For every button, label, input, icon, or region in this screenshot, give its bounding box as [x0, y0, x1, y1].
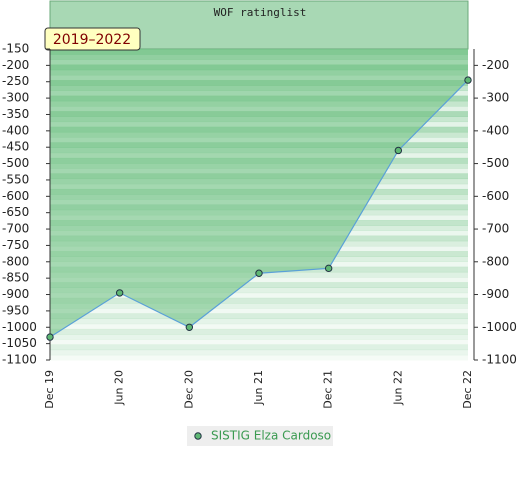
y-tick-label: -650: [2, 205, 29, 219]
y-tick-label: -250: [2, 74, 29, 88]
y-tick-label: -600: [2, 189, 29, 203]
band: [50, 328, 468, 335]
band: [50, 339, 468, 345]
y-tick-label: -400: [2, 123, 29, 137]
y-tick-label: -450: [2, 140, 29, 154]
y2-tick-label: -300: [482, 91, 509, 105]
y2-tick-label: -200: [482, 58, 509, 72]
y2-tick-label: -800: [482, 254, 509, 268]
x-tick-label: Jun 20: [113, 370, 126, 406]
chart-title: WOF ratinglist: [214, 6, 307, 19]
y2-tick-label: -600: [482, 189, 509, 203]
y2-tick-label: -400: [482, 123, 509, 137]
data-point: [394, 146, 403, 155]
y-tick-label: -500: [2, 156, 29, 170]
data-point: [115, 289, 124, 297]
band: [50, 313, 468, 320]
y-tick-label: -1050: [2, 336, 37, 350]
band: [50, 323, 468, 330]
y2-tick-label: -1000: [482, 320, 517, 334]
data-point: [324, 264, 333, 273]
x-tick-label: Jun 21: [252, 370, 265, 406]
x-tick-label: Dec 21: [322, 370, 335, 409]
y-tick-label: -700: [2, 222, 29, 236]
y-tick-label: -350: [2, 107, 29, 121]
plot-area: [50, 49, 468, 361]
legend-marker: [194, 432, 202, 440]
y2-tick-label: -500: [482, 156, 509, 170]
area-fill: [50, 49, 468, 338]
y-tick-label: -900: [2, 287, 29, 301]
y-tick-label: -800: [2, 254, 29, 268]
y-tick-label: -850: [2, 271, 29, 285]
band: [50, 277, 468, 283]
y2-tick-label: -900: [482, 287, 509, 301]
band: [50, 344, 468, 351]
badge: 2019–2022: [53, 32, 131, 48]
y-tick-label: -1100: [2, 353, 37, 367]
band: [50, 292, 468, 299]
y2-tick-label: -700: [482, 222, 509, 236]
band: [50, 282, 468, 288]
band: [50, 308, 468, 314]
y2-tick-label: -1100: [482, 353, 517, 367]
band: [50, 287, 468, 294]
band: [50, 302, 468, 309]
legend-label: SISTIG Elza Cardoso: [211, 429, 331, 443]
band: [50, 354, 468, 361]
y-tick-label: -550: [2, 172, 29, 186]
x-tick-label: Jun 22: [391, 370, 404, 406]
band: [50, 318, 468, 325]
y-tick-label: -200: [2, 58, 29, 72]
x-tick-label: Dec 20: [182, 370, 195, 409]
badge-box: [44, 27, 141, 51]
band: [50, 334, 468, 340]
band: [50, 349, 468, 356]
x-tick-label: Dec 19: [43, 370, 56, 409]
data-point: [46, 333, 54, 341]
x-tick-label: Dec 22: [461, 370, 474, 409]
y-tick-label: -1000: [2, 320, 37, 334]
band: [50, 297, 468, 304]
y-tick-label: -150: [2, 42, 29, 56]
y-tick-label: -300: [2, 91, 29, 105]
data-point: [255, 269, 263, 277]
legend-box: [187, 426, 333, 446]
y-tick-label: -950: [2, 303, 29, 317]
data-point: [464, 76, 472, 84]
data-point: [185, 323, 194, 331]
y-tick-label: -750: [2, 238, 29, 252]
